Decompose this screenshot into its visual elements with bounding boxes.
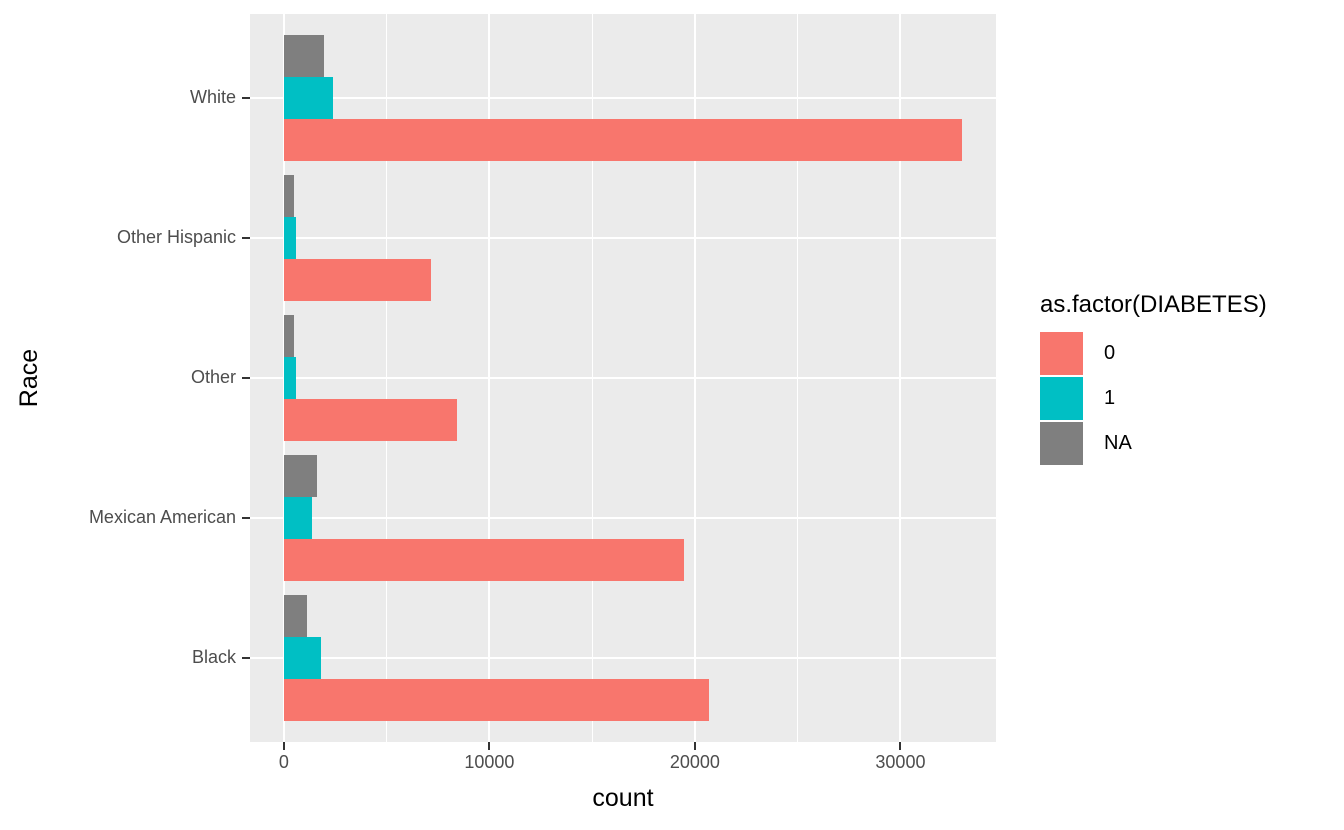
bar-other-0 [283,399,457,441]
bar-mexican-american-0 [283,539,684,581]
bar-black-NA [283,595,307,637]
bar-other-1 [283,357,296,399]
legend-label: NA [1104,432,1132,454]
bar-mexican-american-NA [283,455,317,497]
x-tick-mark [282,742,285,750]
bar-other-hispanic-1 [283,217,296,259]
x-axis-tick-label: 20000 [669,752,720,772]
bar-other-hispanic-NA [283,175,295,217]
legend-item-1: 1 [1040,377,1340,420]
bar-mexican-american-1 [283,497,312,539]
x-axis-title: count [592,784,654,812]
legend-swatch-0 [1040,332,1083,375]
y-axis-title: Race [15,348,43,408]
bar-black-1 [283,637,321,679]
legend-title: as.factor(DIABETES) [1040,291,1267,318]
x-tick-mark [899,742,902,750]
bar-other-hispanic-0 [283,259,431,301]
legend-label: 1 [1104,387,1116,409]
legend-swatch-na [1040,422,1083,465]
y-gridline-major [250,237,996,239]
x-axis-tick-label: 10000 [464,752,515,772]
bar-white-1 [283,77,334,119]
bar-black-0 [283,679,710,721]
y-gridline-major [250,97,996,99]
legend-label: 0 [1104,342,1116,364]
y-gridline-major [250,657,996,659]
x-tick-mark [488,742,491,750]
y-axis-tick-label: Other Hispanic [116,227,236,247]
y-axis-tick-label: Black [191,647,236,667]
y-gridline-major [250,517,996,519]
y-tick-mark [242,657,250,659]
y-tick-mark [242,517,250,519]
legend: as.factor(DIABETES) 0 1 NA [1040,291,1340,467]
y-tick-mark [242,237,250,239]
y-axis-tick-label: White [189,87,236,107]
x-axis-tick-label: 0 [278,752,289,772]
legend-items: 0 1 NA [1040,332,1340,465]
legend-item-0: 0 [1040,332,1340,375]
bar-white-0 [283,119,963,161]
plot-panel [250,14,996,742]
x-tick-mark [693,742,696,750]
y-axis-tick-label: Other [190,367,236,387]
legend-swatch-1 [1040,377,1083,420]
bar-other-NA [283,315,294,357]
bar-white-NA [283,35,324,77]
x-axis-tick-label: 30000 [875,752,926,772]
y-axis-tick-label: Mexican American [88,507,236,527]
legend-item-na: NA [1040,422,1340,465]
y-tick-mark [242,377,250,379]
y-tick-mark [242,97,250,99]
y-gridline-major [250,377,996,379]
